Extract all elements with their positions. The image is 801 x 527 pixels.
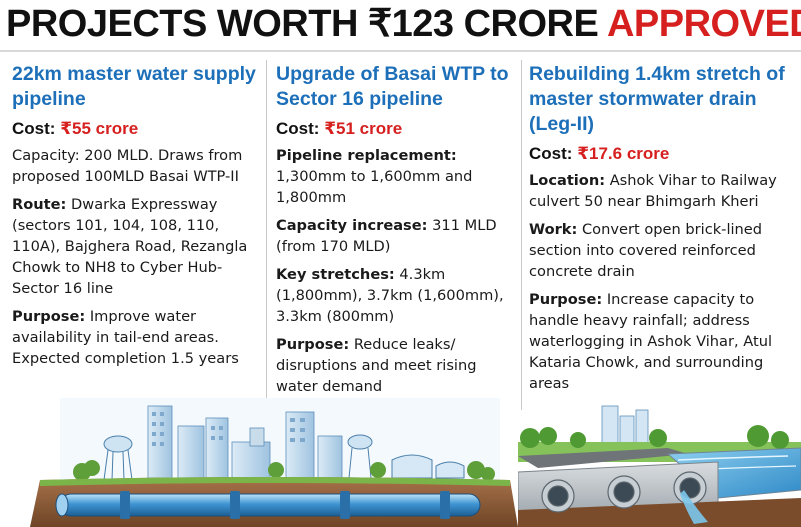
detail-text: Convert open brick-lined section into co… [529,221,763,280]
column-divider [521,60,522,410]
detail-label: Purpose: [276,336,350,353]
headline-main: PROJECTS WORTH ₹123 CRORE [6,3,599,45]
project-detail: Purpose: Reduce leaks/ disruptions and m… [276,334,516,397]
detail-text: Ashok Vihar to Railway culvert 50 near B… [529,172,777,210]
cost-value: ₹55 crore [60,119,139,138]
project-cost: Cost: ₹17.6 crore [529,143,791,165]
detail-label: Pipeline replacement: [276,147,457,164]
water-tower [103,434,373,481]
detail-text: Improve water availability in tail-end a… [12,308,239,367]
project-detail: Route: Dwarka Expressway (sectors 101, 1… [12,194,262,299]
project-cost: Cost: ₹55 crore [12,118,262,140]
cost-value: ₹17.6 crore [577,144,670,163]
detail-text: Reduce leaks/ disruptions and meet risin… [276,336,477,395]
project-detail: Work: Convert open brick-lined section i… [529,219,791,282]
cost-label: Cost: [276,119,320,138]
pipeline [55,491,481,519]
detail-label: Capacity increase: [276,217,428,234]
detail-text: 1,300mm to 1,600mm and 1,800mm [276,168,473,206]
headline-rule [0,50,801,52]
project-detail: Location: Ashok Vihar to Railway culvert… [529,170,791,212]
project-detail: Capacity increase: 311 MLD (from 170 MLD… [276,215,516,257]
project-detail: Pipeline replacement: 1,300mm to 1,600mm… [276,145,516,208]
detail-text: Increase capacity to handle heavy rainfa… [529,291,773,392]
project-detail: Purpose: Improve water availability in t… [12,306,262,369]
cost-value: ₹51 crore [324,119,403,138]
cost-label: Cost: [529,144,573,163]
project-detail: Key stretches: 4.3km (1,800mm), 3.7km (1… [276,264,516,327]
city-pipeline-illustration [30,398,518,527]
detail-label: Purpose: [529,291,603,308]
detail-label: Purpose: [12,308,86,325]
detail-text: 4.3km (1,800mm), 3.7km (1,600mm), 3.3km … [276,266,504,325]
headline: PROJECTS WORTH ₹123 CRORE APPROVED [0,0,801,48]
cost-label: Cost: [12,119,56,138]
column-divider [266,60,267,410]
detail-text: 311 MLD (from 170 MLD) [276,217,497,255]
detail-label: Key stretches: [276,266,395,283]
project-column-2: Upgrade of Basai WTP to Sector 16 pipeli… [276,62,516,404]
headline-accent: APPROVED [606,3,801,45]
detail-label: Location: [529,172,606,189]
project-detail: Capacity: 200 MLD. Draws from proposed 1… [12,145,262,187]
stormwater-drain-illustration [518,405,801,527]
project-title: 22km master water supply pipeline [12,63,256,110]
project-detail: Purpose: Increase capacity to handle hea… [529,289,791,394]
detail-label: Route: [12,196,67,213]
detail-text: Dwarka Expressway (sectors 101, 104, 108… [12,196,248,297]
project-cost: Cost: ₹51 crore [276,118,516,140]
drain-pipes [541,471,707,513]
detail-label: Work: [529,221,578,238]
project-column-1: 22km master water supply pipeline Cost: … [12,62,262,376]
project-title: Upgrade of Basai WTP to Sector 16 pipeli… [276,63,509,110]
project-column-3: Rebuilding 1.4km stretch of master storm… [529,62,791,401]
project-title: Rebuilding 1.4km stretch of master storm… [529,63,785,135]
detail-text: Capacity: 200 MLD. Draws from proposed 1… [12,147,243,185]
